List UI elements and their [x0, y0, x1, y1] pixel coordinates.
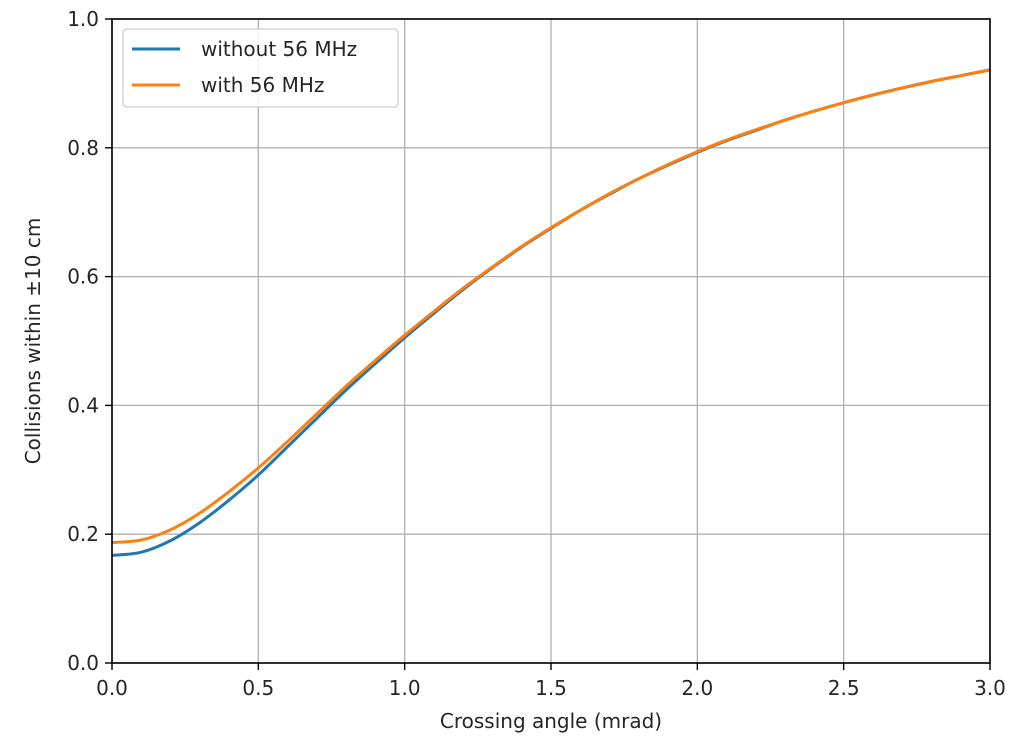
y-axis-label: Collisions within ±10 cm	[21, 218, 45, 465]
y-tick-label: 0.2	[67, 522, 99, 546]
x-tick-label: 2.0	[681, 676, 713, 700]
x-tick-label: 3.0	[974, 676, 1006, 700]
legend: without 56 MHz with 56 MHz	[122, 28, 399, 108]
x-tick-label: 0.0	[96, 676, 128, 700]
y-tick-label: 0.6	[67, 265, 99, 289]
y-tick-label: 0.0	[67, 651, 99, 675]
x-tick-label: 1.5	[535, 676, 567, 700]
x-tick-label: 2.5	[828, 676, 860, 700]
legend-label-1: with 56 MHz	[201, 73, 324, 97]
ticks	[105, 18, 991, 670]
x-axis-label: Crossing angle (mrad)	[440, 709, 662, 733]
x-tick-label: 0.5	[242, 676, 274, 700]
legend-box	[122, 28, 399, 108]
series-layer	[111, 68, 991, 557]
y-tick-label: 1.0	[67, 7, 99, 31]
tick-labels: 0.0 0.5 1.0 1.5 2.0 2.5 3.0 0.0 0.2 0.4 0.6 0.8 1.0	[67, 7, 1006, 700]
y-tick-label: 0.4	[67, 393, 99, 417]
series-line-1	[111, 68, 991, 545]
legend-label-0: without 56 MHz	[201, 37, 357, 61]
x-tick-label: 1.0	[389, 676, 421, 700]
y-tick-label: 0.8	[67, 136, 99, 160]
